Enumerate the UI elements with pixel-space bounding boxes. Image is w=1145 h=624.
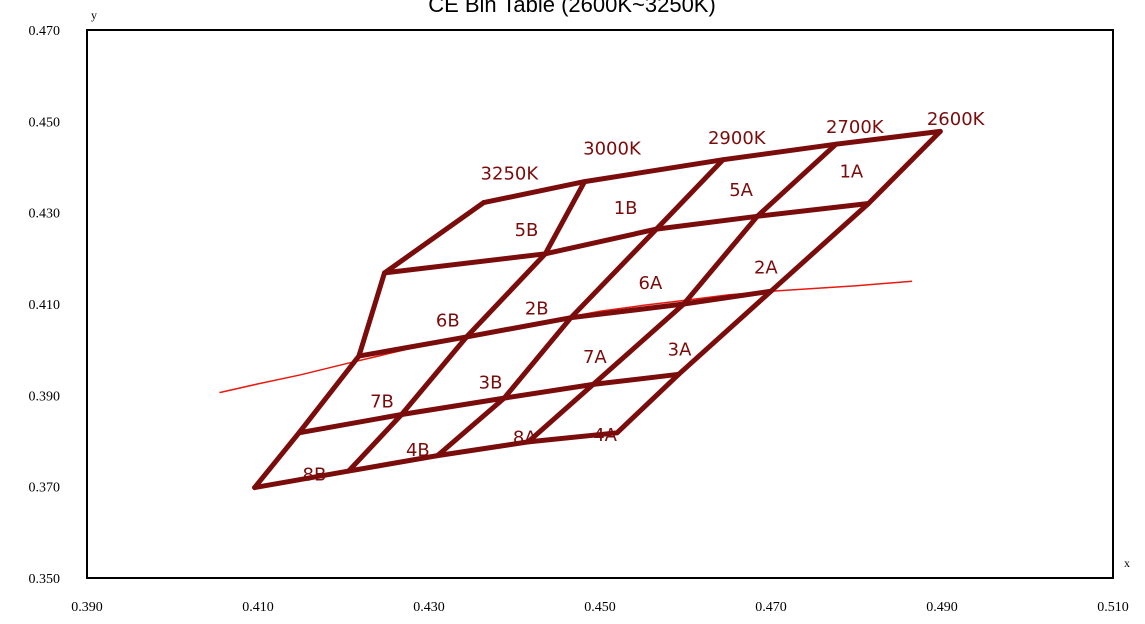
y-tick-label: 0.430 xyxy=(29,207,61,222)
y-tick-label: 0.450 xyxy=(29,115,61,130)
temperature-label-2900k: 2900K xyxy=(708,128,767,149)
temperature-label-3000k: 3000K xyxy=(583,138,642,159)
y-tick-label: 0.410 xyxy=(29,298,61,313)
x-tick-label: 0.490 xyxy=(926,600,958,615)
bin-grid xyxy=(252,128,943,491)
bin-label-4a: 4A xyxy=(593,425,617,446)
bin-label-2a: 2A xyxy=(754,257,778,278)
bin-label-8a: 8A xyxy=(513,427,537,448)
bin-label-6a: 6A xyxy=(639,273,663,294)
bin-labels: 5B 1B 5A 1A 6B 2B 6A 2A 7B 3B 7A 3A 8B 4B 8A 4A xyxy=(303,162,864,486)
x-tick-label: 0.390 xyxy=(71,600,103,615)
bin-label-6b: 6B xyxy=(436,310,460,331)
y-tick-labels: 0.350 0.370 0.390 0.410 0.430 0.450 0.470 xyxy=(29,24,61,587)
y-tick-label: 0.370 xyxy=(29,481,61,496)
y-tick-label: 0.350 xyxy=(29,572,61,587)
bin-label-3b: 3B xyxy=(479,373,503,394)
bin-label-8b: 8B xyxy=(303,464,327,485)
bin-label-4b: 4B xyxy=(406,440,430,461)
bin-label-7b: 7B xyxy=(370,391,394,412)
temperature-labels: 3250K 3000K 2900K 2700K 2600K xyxy=(481,109,986,184)
bin-label-5a: 5A xyxy=(729,180,753,201)
bin-boundary-line-10 xyxy=(614,128,943,436)
bin-boundary-line-9 xyxy=(525,141,839,445)
bin-label-2b: 2B xyxy=(525,299,549,320)
x-tick-label: 0.470 xyxy=(755,600,787,615)
bin-label-3a: 3A xyxy=(668,340,692,361)
x-tick-label: 0.510 xyxy=(1097,600,1129,615)
bin-boundary-line-7 xyxy=(346,179,588,474)
x-tick-label: 0.430 xyxy=(413,600,445,615)
chart-title: CE Bin Table (2600K~3250K) xyxy=(428,0,716,17)
temperature-label-2600k: 2600K xyxy=(927,109,986,130)
y-tick-label: 0.470 xyxy=(29,24,61,39)
plot-area-frame xyxy=(86,29,1114,579)
bin-label-1a: 1A xyxy=(839,162,863,183)
x-tick-label: 0.450 xyxy=(584,600,616,615)
temperature-label-3250k: 3250K xyxy=(481,163,540,184)
y-tick-label: 0.390 xyxy=(29,389,61,404)
x-tick-labels: 0.390 0.410 0.430 0.450 0.470 0.490 0.510 xyxy=(71,600,1129,615)
bin-boundary-line-8 xyxy=(435,157,726,459)
bin-label-7a: 7A xyxy=(583,347,607,368)
bin-label-5b: 5B xyxy=(515,220,539,241)
y-axis-label: y xyxy=(91,8,97,22)
x-axis-label: x xyxy=(1124,556,1130,570)
bin-label-1b: 1B xyxy=(614,198,638,219)
temperature-label-2700k: 2700K xyxy=(826,117,885,138)
bin-boundary-line-6 xyxy=(252,200,487,491)
x-tick-label: 0.410 xyxy=(242,600,274,615)
